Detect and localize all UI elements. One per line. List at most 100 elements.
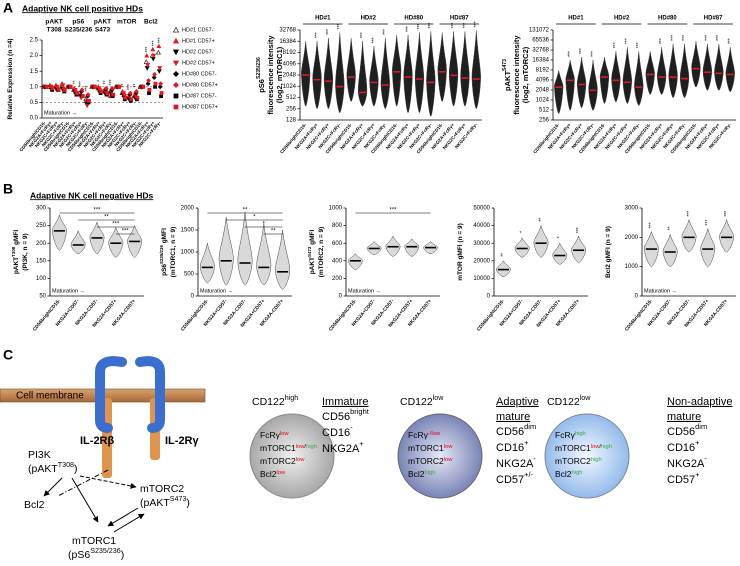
cell-marker: mTORC2low	[408, 456, 453, 466]
data-point	[117, 84, 122, 89]
panel-title: Adaptive NK cell positive HDs	[22, 3, 143, 13]
maturation-label: Maturation →	[348, 288, 381, 294]
panel-label: B	[3, 181, 13, 197]
text-part: Bcl2	[24, 499, 45, 511]
y-tick-label: 3000	[625, 206, 639, 212]
y-axis-label: fluorescence intensity	[512, 35, 521, 115]
text-part: low	[444, 444, 453, 450]
y-tick-label: 1.5	[30, 69, 39, 75]
text-part: high	[285, 394, 299, 402]
significance: ***	[122, 229, 130, 235]
significance: ***	[389, 208, 397, 214]
text-part: gMFI	[13, 230, 20, 247]
violin	[599, 57, 610, 104]
y-tick-label: 1000	[181, 250, 195, 256]
significance: ***	[451, 22, 457, 28]
y-tick-label: 2000	[625, 235, 639, 241]
text-part: FcRγ	[408, 430, 429, 440]
data-point	[150, 46, 156, 52]
legend-label: HD#80 CD57-	[182, 71, 217, 77]
data-point	[145, 63, 151, 68]
significance: ***	[85, 86, 91, 92]
text-part: +	[695, 470, 699, 479]
text-part: low	[296, 457, 305, 463]
legend-marker	[173, 93, 179, 99]
y-tick-label: 1000	[625, 264, 639, 270]
text-part: -	[533, 454, 536, 463]
data-point	[159, 91, 164, 95]
violin	[700, 228, 716, 267]
violin	[275, 229, 290, 290]
text-part: CD16	[667, 442, 695, 454]
data-point	[159, 94, 164, 99]
text-part: mTORC2	[555, 456, 591, 466]
text-part: S235/236	[90, 547, 121, 555]
significance: ***	[109, 79, 115, 85]
text-part: CD57	[496, 474, 524, 486]
text-part: pS6	[161, 264, 168, 276]
cell-marker: mTORC1low/high	[260, 443, 317, 453]
violin	[471, 30, 481, 110]
y-tick-label: 1024	[283, 84, 297, 90]
cell-header: CD122high	[252, 394, 298, 408]
data-point	[155, 49, 161, 55]
data-point	[141, 84, 146, 89]
cell-header: CD122low	[400, 394, 444, 408]
significance: **	[538, 218, 544, 222]
data-point	[60, 83, 66, 88]
cell-marker: mTORC1low/high	[555, 443, 612, 453]
text-part: bright	[350, 407, 370, 416]
text-part: Relative Expression (n =4)	[7, 38, 14, 119]
text-part: pAKT	[309, 257, 316, 274]
cell	[544, 413, 630, 499]
group-label: Bcl2	[144, 19, 158, 26]
y-axis-label: pS6S235/236 gMFI	[159, 228, 168, 276]
text-part: low	[433, 394, 445, 402]
data-point	[44, 84, 49, 89]
legend-label: HD#1 CD57+	[182, 38, 215, 44]
y-tick-label: 20000	[473, 258, 490, 264]
legend-label: HD#1 CD57-	[182, 27, 214, 33]
data-point	[111, 92, 116, 97]
violin	[449, 31, 459, 107]
text-part: NKG2A	[496, 458, 534, 470]
y-tick-label: 30000	[473, 241, 490, 247]
violin	[533, 224, 549, 258]
y-tick-label: 2.0	[30, 53, 39, 59]
text-part: low	[296, 444, 305, 450]
data-point	[144, 66, 150, 71]
data-point	[157, 84, 163, 90]
violin	[426, 31, 436, 117]
group-label: S235/236	[64, 27, 92, 34]
significance: ***	[145, 47, 151, 53]
violin	[514, 237, 530, 258]
significance: **	[668, 226, 674, 230]
cell-type: mature	[496, 411, 530, 423]
group-label: pAKT	[94, 19, 111, 26]
text-part: (PI3K, n = 9)	[22, 233, 29, 270]
text-part: -/low	[428, 431, 441, 437]
text-part: +	[695, 438, 699, 447]
y-tick-label: 400	[332, 258, 343, 264]
cell-header: CD122low	[547, 394, 591, 408]
significance: ***	[659, 38, 665, 44]
phenotype: CD56dim	[667, 422, 707, 437]
significance: ***	[682, 35, 688, 41]
text-part: Bcl2 gMFI (n = 9)	[605, 226, 612, 278]
y-tick-label: 300	[36, 206, 47, 212]
y-tick-label: 2000	[181, 206, 195, 212]
text-part: high	[306, 444, 317, 450]
text-part: fluorescence intensity	[512, 35, 521, 115]
cell-marker: mTORC1low	[408, 443, 453, 453]
legend-label: HD#87 CD57+	[182, 104, 218, 110]
text-part: gMFI	[161, 228, 168, 245]
violin	[702, 43, 712, 91]
pathway-node: PI3K	[28, 449, 51, 461]
y-tick-label: 0.5	[30, 100, 39, 106]
significance: ***	[705, 220, 711, 226]
data-point	[143, 59, 149, 64]
y-tick-label: 100	[36, 276, 47, 282]
significance: *	[520, 231, 526, 233]
phenotype: CD16+	[667, 438, 700, 453]
text-part: low	[277, 470, 286, 476]
